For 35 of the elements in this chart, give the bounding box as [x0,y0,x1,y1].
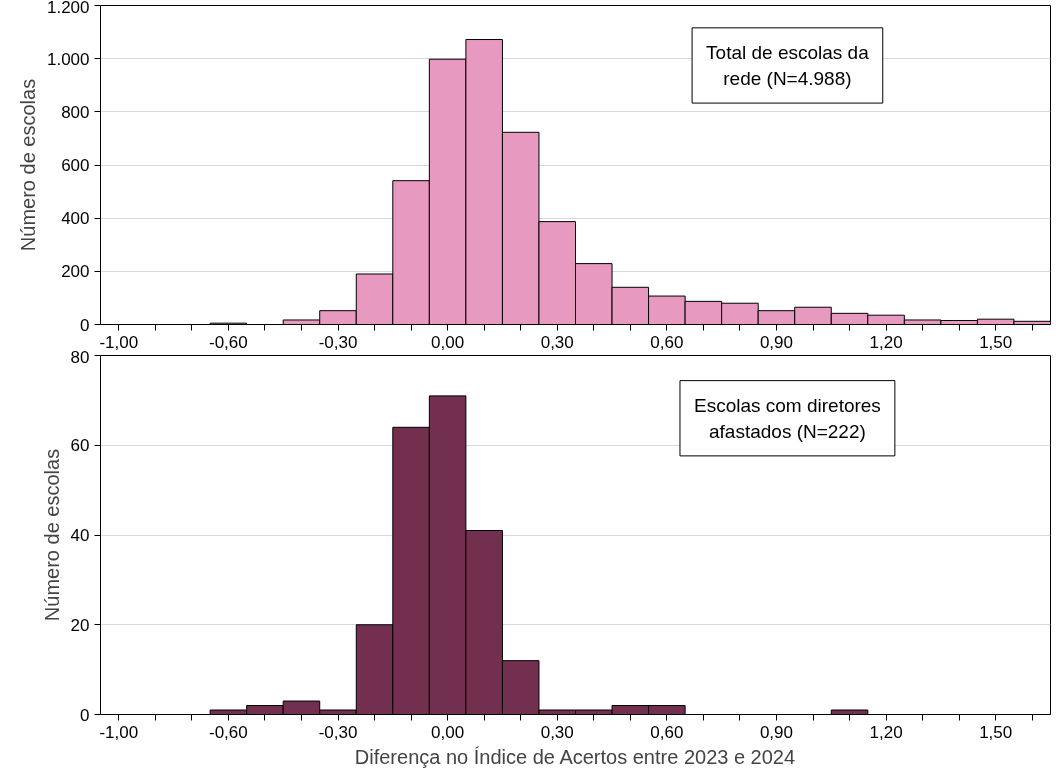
y-tick-label: 0 [80,315,90,335]
x-tick-label: -1,00 [99,332,139,352]
x-tick-label: 0,90 [759,332,794,352]
y-tick-label: 200 [61,262,90,282]
x-axis-title: Diferença no Índice de Acertos entre 2023 e 2024 [354,745,796,768]
y-tick-label: 40 [70,526,90,545]
x-tick-label: 1,20 [869,722,903,742]
annotation: Escolas com diretores afastados (N=222) [693,394,881,442]
x-tick-label: 0,30 [540,722,574,742]
y-tick-label: 0 [80,705,90,725]
y-tick-label: 1.200 [46,0,90,17]
y-tick-label: 600 [61,156,90,175]
x-tick-label: -1,00 [99,722,139,742]
x-tick-label: -0,30 [318,332,358,352]
x-tick-label: -0,60 [209,332,248,352]
x-tick-label: -0,30 [318,722,358,742]
y-tick-label: 20 [70,615,90,635]
x-tick-label: 0,60 [650,332,684,352]
x-tick-label: 0,00 [431,332,465,352]
x-tick-label: 0,60 [650,722,684,742]
annotation: Total de escolas da rede (N=4.988) [706,41,870,90]
x-tick-label: 0,00 [431,722,465,742]
x-tick-label: -0,60 [209,722,248,742]
y-tick-label: 60 [70,436,90,456]
x-tick-label: 1,50 [979,722,1013,742]
y-tick-label: 1.000 [46,49,90,69]
x-tick-label: 0,90 [759,722,794,742]
x-tick-label: 1,20 [869,332,903,352]
y-axis-title: Número de escolas [16,78,39,252]
y-tick-label: 400 [61,209,90,229]
y-tick-label: 800 [61,102,90,122]
y-tick-label: 80 [70,347,90,367]
x-tick-label: 0,30 [540,332,574,352]
y-axis-title: Número de escolas [40,448,63,622]
x-tick-label: 1,50 [979,332,1013,352]
